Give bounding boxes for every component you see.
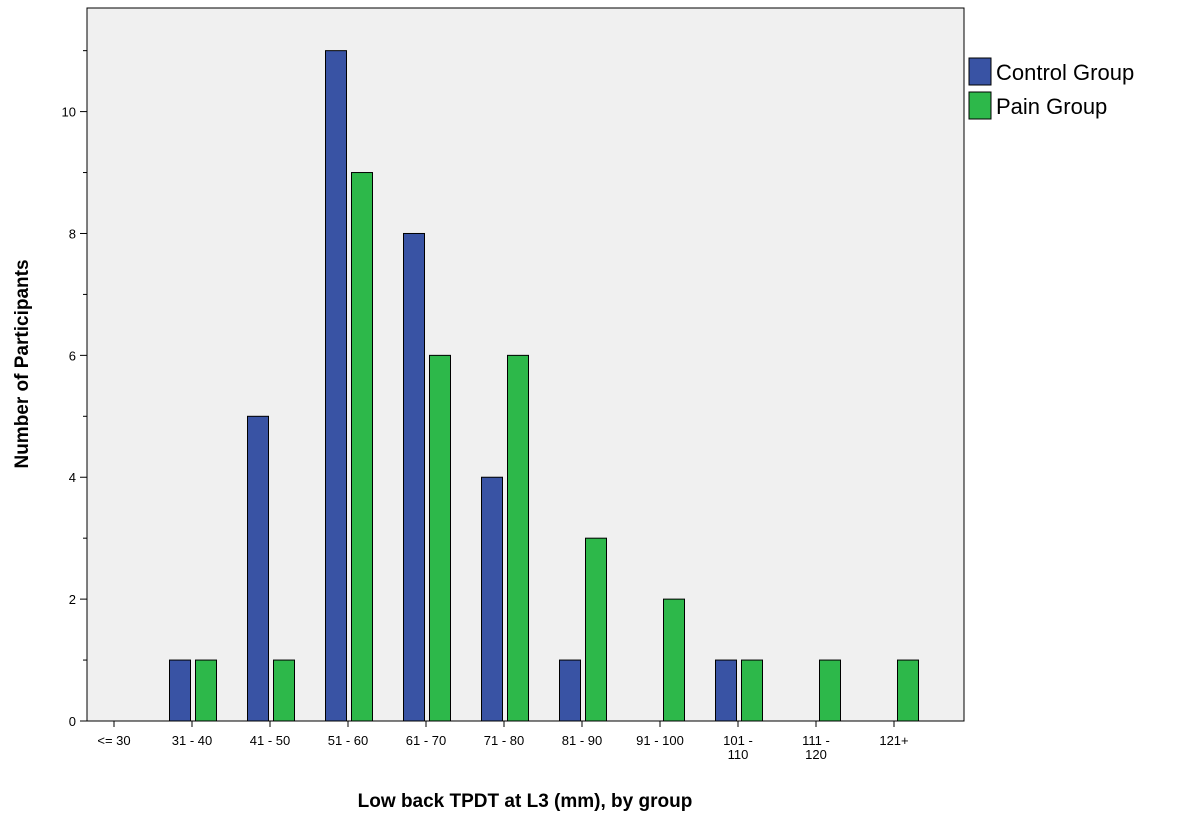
legend-label-pain: Pain Group <box>996 94 1107 119</box>
bar-control-4 <box>403 232 425 722</box>
bar-control-6 <box>559 659 581 722</box>
bar-control-1 <box>169 659 191 722</box>
x-tick-label: 41 - 50 <box>250 733 290 748</box>
bar-pain-4 <box>429 354 451 722</box>
x-tick-label: 51 - 60 <box>328 733 368 748</box>
bar-control-3 <box>325 50 347 722</box>
legend-swatch-control <box>968 57 992 86</box>
bar-pain-9 <box>819 659 841 722</box>
x-tick-label: 81 - 90 <box>562 733 602 748</box>
bar-control-5 <box>481 476 503 722</box>
x-tick-label: 120 <box>805 747 827 762</box>
x-tick-label: 61 - 70 <box>406 733 446 748</box>
y-tick-label: 10 <box>62 105 76 120</box>
x-tick-label: 91 - 100 <box>636 733 684 748</box>
bar-control-8 <box>715 659 737 722</box>
bar-control-2 <box>247 415 269 722</box>
x-tick-label: 31 - 40 <box>172 733 212 748</box>
y-tick-label: 8 <box>69 226 76 241</box>
x-tick-label: 71 - 80 <box>484 733 524 748</box>
bar-pain-2 <box>273 659 295 722</box>
y-tick-label: 0 <box>69 714 76 729</box>
bar-pain-7 <box>663 598 685 722</box>
legend: Control Group Pain Group <box>968 57 1134 120</box>
x-axis-title: Low back TPDT at L3 (mm), by group <box>358 791 693 812</box>
bar-pain-5 <box>507 354 529 722</box>
y-tick-label: 2 <box>69 592 76 607</box>
y-axis: 0 2 4 6 8 10 <box>62 8 88 729</box>
x-axis: <= 30 31 - 40 41 - 50 51 - 60 61 - 70 71 - 80… <box>97 721 909 762</box>
x-tick-label: 121+ <box>879 733 908 748</box>
bar-pain-3 <box>351 172 373 722</box>
bar-pain-10 <box>897 659 919 722</box>
y-tick-label: 4 <box>69 470 76 485</box>
x-tick-label: 111 - <box>802 733 830 748</box>
bar-pain-1 <box>195 659 217 722</box>
bars-layer <box>169 50 919 722</box>
bar-pain-8 <box>741 659 763 722</box>
legend-label-control: Control Group <box>996 60 1134 85</box>
legend-swatch-pain <box>968 91 992 120</box>
y-axis-title: Number of Participants <box>12 259 33 468</box>
x-tick-label: <= 30 <box>97 733 130 748</box>
x-tick-label: 101 - <box>723 733 753 748</box>
y-tick-label: 6 <box>69 348 76 363</box>
bar-pain-6 <box>585 537 607 722</box>
x-tick-label: 110 <box>728 747 749 762</box>
